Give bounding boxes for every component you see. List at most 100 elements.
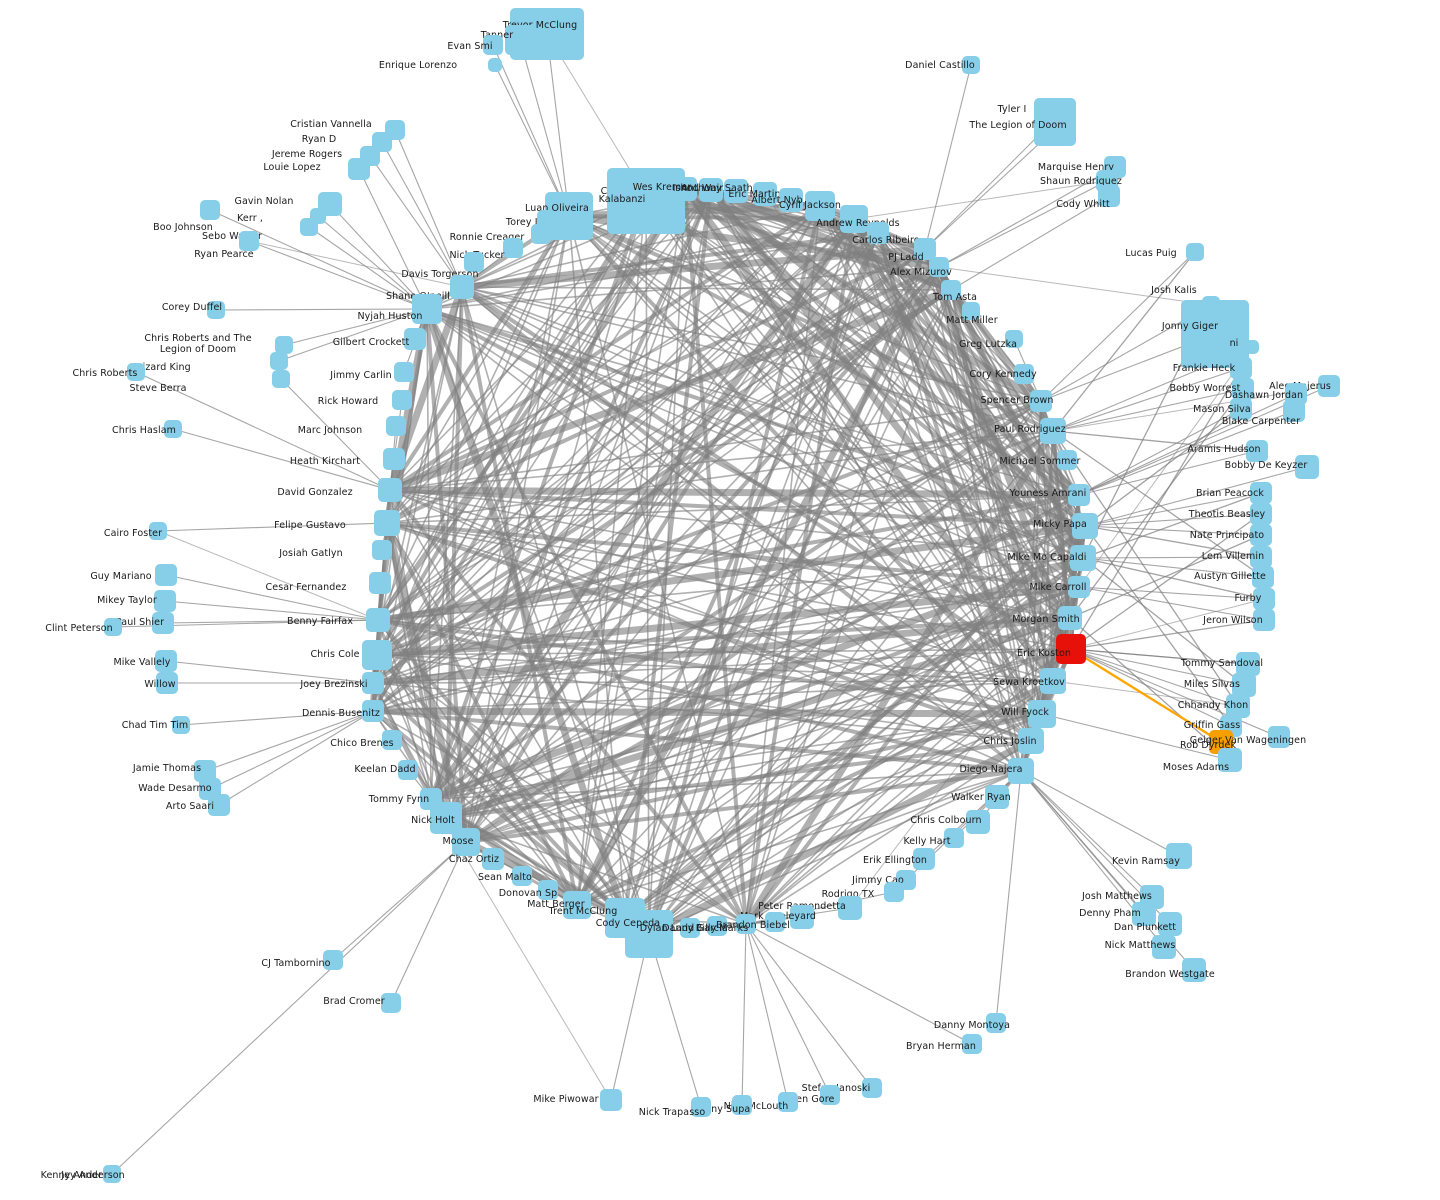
graph-node-miles-silvas[interactable] — [1232, 673, 1256, 697]
graph-node-lucas-puig[interactable] — [1186, 243, 1204, 261]
graph-node-legion-of-doom[interactable] — [1034, 112, 1076, 146]
graph-node-tommy-sandoval[interactable] — [1236, 652, 1260, 676]
graph-node-pj-ladd[interactable] — [914, 238, 936, 260]
graph-node-marc-johnson[interactable] — [386, 416, 406, 436]
graph-node-mason-silva[interactable] — [1230, 398, 1252, 420]
graph-node-dan-plunkett[interactable] — [1158, 912, 1182, 936]
graph-node-cairo-foster[interactable] — [149, 522, 167, 540]
graph-node-billy-marks[interactable] — [736, 914, 756, 934]
graph-node-josiah-gatlyn[interactable] — [372, 540, 392, 560]
graph-node-guy-mariano[interactable] — [155, 564, 177, 586]
graph-node-ni-partial[interactable] — [1245, 340, 1259, 354]
graph-node-cory-kennedy[interactable] — [1014, 364, 1034, 384]
graph-node-ben-gore[interactable] — [820, 1085, 840, 1105]
graph-node-dylan-ladd[interactable] — [680, 918, 700, 938]
graph-node-chaz-ortiz[interactable] — [482, 848, 504, 870]
graph-node-joey-brezinski[interactable] — [362, 672, 384, 694]
graph-node-chris-cole[interactable] — [362, 640, 392, 670]
graph-node-nick-tucker[interactable] — [503, 238, 523, 258]
graph-node-tom-asta[interactable] — [941, 280, 961, 300]
graph-node-chris-colbourn[interactable] — [966, 810, 990, 834]
graph-node-spencer-brown[interactable] — [1030, 390, 1052, 412]
graph-node-jey-anderson[interactable] — [103, 1165, 121, 1183]
graph-node-youness-amrani[interactable] — [1068, 484, 1090, 506]
graph-node-boo-johnson[interactable] — [200, 200, 220, 220]
graph-node-wes-kremer[interactable] — [673, 177, 697, 201]
graph-node-theotis-beasley[interactable] — [1250, 503, 1272, 525]
graph-node-andrew-reynolds[interactable] — [840, 205, 868, 233]
graph-node-mike-vallely[interactable] — [155, 650, 177, 672]
graph-node-geiger-van-wageningen[interactable] — [1268, 726, 1290, 748]
graph-node-eric-martinez[interactable] — [753, 182, 777, 206]
graph-node-cj-tambornino[interactable] — [323, 950, 343, 970]
graph-node-frankie-heck[interactable] — [1230, 357, 1252, 379]
graph-node-will-fyock[interactable] — [1028, 700, 1056, 728]
graph-node-greg-lutzka[interactable] — [1005, 330, 1023, 348]
graph-node-sean-malto[interactable] — [512, 866, 532, 886]
graph-node-jimmy-carlin[interactable] — [394, 362, 414, 382]
graph-node-alex-mizurov[interactable] — [929, 257, 949, 277]
graph-node-clint-peterson[interactable] — [104, 618, 122, 636]
graph-node-sebo-walker[interactable] — [300, 218, 318, 236]
graph-node-michael-sommer[interactable] — [1057, 450, 1077, 470]
graph-node-paul-rodriguez[interactable] — [1040, 418, 1066, 444]
graph-node-denny-pham[interactable] — [1132, 902, 1156, 926]
graph-node-furby[interactable] — [1253, 588, 1275, 610]
graph-node-steve-berra[interactable] — [272, 370, 290, 388]
graph-node-chris-roberts-legion[interactable] — [275, 336, 293, 354]
graph-node-mike-carroll[interactable] — [1068, 576, 1090, 598]
graph-node-shane-oneill[interactable] — [450, 275, 474, 299]
graph-node-chico-brenes[interactable] — [382, 730, 402, 750]
graph-node-walker-ryan[interactable] — [985, 785, 1009, 809]
graph-node-felipe-gustavo[interactable] — [374, 510, 400, 536]
graph-node-peter-ramondetta[interactable] — [838, 896, 862, 920]
graph-node-jonny-giger[interactable] — [1181, 300, 1249, 368]
graph-node-rick-howard[interactable] — [392, 390, 412, 410]
graph-node-willow[interactable] — [156, 672, 178, 694]
graph-node-arto-saari[interactable] — [208, 794, 230, 816]
graph-node-kalabanzi[interactable] — [607, 178, 685, 234]
graph-node-carlos-ribeiro[interactable] — [867, 222, 889, 244]
graph-node-keelan-dadd[interactable] — [398, 760, 418, 780]
graph-node-micky-papa[interactable] — [1072, 513, 1098, 539]
graph-node-davis-torgerson[interactable] — [464, 252, 484, 272]
graph-node-ryan-pearce[interactable] — [239, 231, 259, 251]
graph-node-lizard-king[interactable] — [270, 352, 288, 370]
graph-node-nate-principato[interactable] — [1250, 524, 1272, 546]
graph-node-cody-whitt[interactable] — [1098, 185, 1120, 207]
graph-node-lem-villemin[interactable] — [1250, 546, 1272, 568]
graph-node-benny-fairfax[interactable] — [366, 608, 390, 632]
graph-node-matt-berger[interactable] — [563, 891, 591, 919]
graph-node-cesar-fernandez[interactable] — [369, 572, 391, 594]
graph-node-cody-cepeda[interactable] — [625, 910, 673, 958]
graph-node-daniel-castillo[interactable] — [962, 56, 980, 74]
graph-node-jeron-wilson[interactable] — [1253, 609, 1275, 631]
graph-node-danny-montoya[interactable] — [986, 1013, 1006, 1033]
graph-node-ronnie-creager[interactable] — [531, 224, 551, 244]
graph-node-paul-shier[interactable] — [152, 612, 174, 634]
graph-node-louie-lopez[interactable] — [348, 158, 370, 180]
graph-node-moses-adams[interactable] — [1218, 748, 1242, 772]
graph-node-mike-mo-capaldi[interactable] — [1070, 545, 1096, 571]
graph-node-mikey-taylor[interactable] — [154, 590, 176, 612]
graph-node-stefan-janoski[interactable] — [862, 1078, 882, 1098]
graph-node-tanner[interactable] — [505, 25, 535, 55]
graph-node-austyn-gillette[interactable] — [1252, 566, 1274, 588]
graph-node-mark-appleyard[interactable] — [790, 905, 814, 929]
graph-node-evan-smith[interactable] — [483, 35, 503, 55]
graph-node-donovan-sp[interactable] — [538, 880, 558, 900]
graph-node-heath-kirchart[interactable] — [383, 448, 405, 470]
graph-node-bryan-herman[interactable] — [962, 1034, 982, 1054]
graph-node-torey-l[interactable] — [537, 210, 555, 228]
graph-node-enrique-lorenzo[interactable] — [488, 58, 502, 72]
graph-node-chris-haslam[interactable] — [164, 420, 182, 438]
graph-node-chad-tim-tim[interactable] — [172, 716, 190, 734]
graph-node-eric-koston[interactable] — [1056, 634, 1086, 664]
graph-node-brad-cromer[interactable] — [381, 993, 401, 1013]
graph-node-blake-carpenter[interactable] — [1283, 400, 1305, 422]
graph-node-brian-peacock[interactable] — [1250, 482, 1272, 504]
graph-node-jamie-thomas[interactable] — [194, 760, 216, 782]
graph-node-bobby-de-keyzer[interactable] — [1295, 455, 1319, 479]
graph-node-bobby-worrest[interactable] — [1232, 378, 1254, 400]
graph-node-chhandy-khon[interactable] — [1226, 694, 1250, 718]
